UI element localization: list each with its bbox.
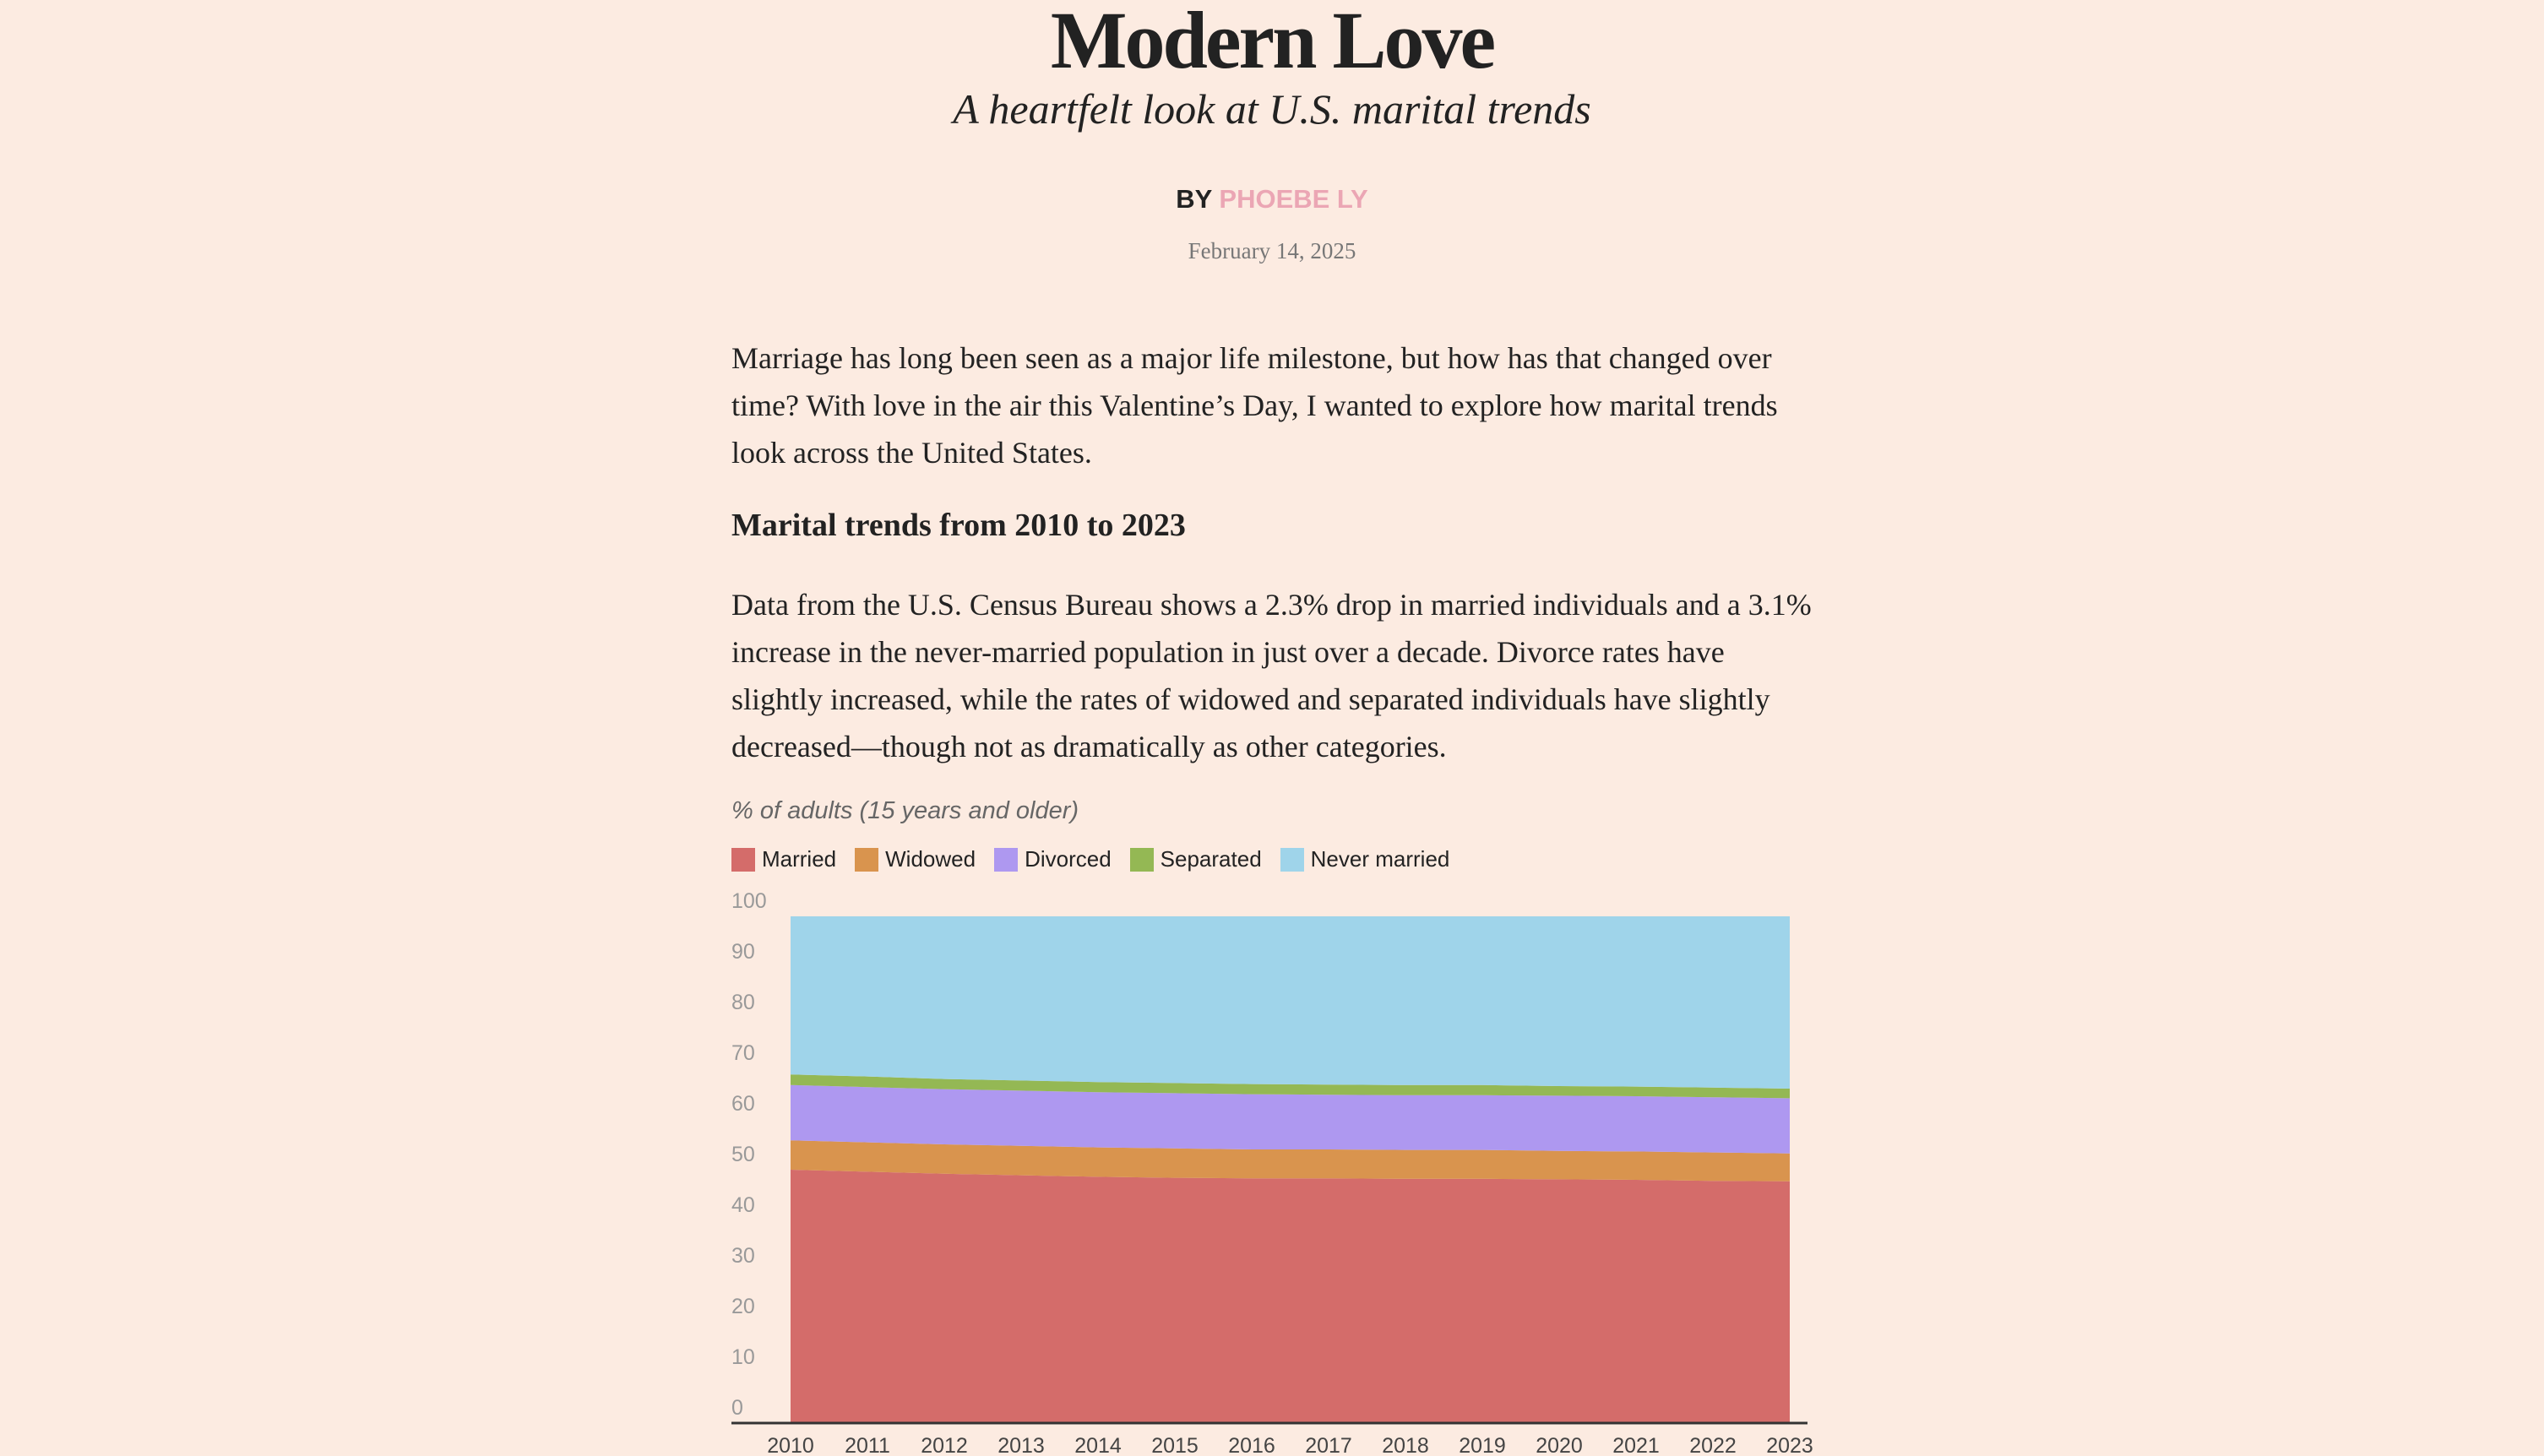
y-tick-label: 100: [731, 889, 767, 913]
y-tick-label: 30: [731, 1244, 755, 1268]
y-tick-label: 20: [731, 1295, 755, 1318]
x-tick-label: 2020: [1536, 1434, 1583, 1456]
heading: Marital trends from 2010 to 2023: [731, 508, 1186, 543]
y-tick-label: 0: [731, 1396, 743, 1420]
x-tick-label: 2010: [767, 1434, 814, 1456]
legend-swatch: [731, 847, 755, 872]
legend-item: Never married: [1280, 846, 1450, 872]
paragraph: Data from the U.S. Census Bureau shows a…: [731, 588, 1812, 763]
subtitle: A heartfelt look at U.S. marital trends: [953, 85, 1591, 133]
x-tick-label: 2019: [1459, 1434, 1506, 1456]
legend-swatch: [994, 847, 1019, 872]
y-tick-label: 90: [731, 940, 755, 964]
legend-label: Married: [762, 846, 837, 872]
axis-label: % of adults (15 years and older): [731, 797, 1079, 824]
legend-swatch: [1280, 847, 1304, 872]
legend-swatch: [855, 847, 879, 872]
paragraph: Marriage has long been seen as a major l…: [731, 341, 1778, 470]
legend-label: Never married: [1310, 846, 1450, 872]
legend-swatch: [1129, 847, 1154, 872]
legend-label: Separated: [1160, 846, 1262, 872]
x-tick-label: 2018: [1382, 1434, 1429, 1456]
y-tick-label: 70: [731, 1041, 755, 1065]
x-tick-label: 2022: [1689, 1434, 1737, 1456]
x-tick-label: 2011: [845, 1434, 890, 1456]
legend-label: Divorced: [1025, 846, 1112, 872]
legend-item: Separated: [1129, 846, 1262, 872]
x-tick-label: 2014: [1074, 1434, 1122, 1456]
area: [791, 1074, 1790, 1099]
x-tick-label: 2016: [1228, 1434, 1275, 1456]
x-tick-label: 2021: [1612, 1434, 1660, 1456]
legend-item: Divorced: [994, 846, 1112, 872]
legend-item: Married: [731, 846, 836, 872]
x-tick-label: 2017: [1305, 1434, 1352, 1456]
y-tick-label: 80: [731, 991, 755, 1014]
legend-label: Widowed: [885, 846, 976, 872]
legend-item: Widowed: [855, 846, 976, 872]
author[interactable]: PHOEBE LY: [1219, 184, 1368, 214]
x-tick-label: 2013: [997, 1434, 1045, 1456]
y-tick-label: 50: [731, 1143, 755, 1166]
area: [791, 1140, 1790, 1182]
x-tick-label: 2015: [1151, 1434, 1199, 1456]
area: [791, 1170, 1790, 1423]
byline: BY PHOEBE LY: [0, 184, 2544, 215]
x-tick-label: 2023: [1766, 1434, 1813, 1456]
y-tick-label: 60: [731, 1092, 755, 1116]
legend: Married Widowed Divorced Separated Never mar…: [731, 846, 1449, 872]
x-tick-label: 2012: [921, 1434, 968, 1456]
y-tick-label: 10: [731, 1345, 755, 1369]
title: Modern Love: [1050, 0, 1496, 85]
date: February 14, 2025: [1188, 238, 1356, 263]
y-tick-label: 40: [731, 1193, 755, 1217]
byline-prefix: BY: [1176, 184, 1212, 214]
area: [791, 916, 1790, 1089]
area: [791, 1084, 1790, 1154]
